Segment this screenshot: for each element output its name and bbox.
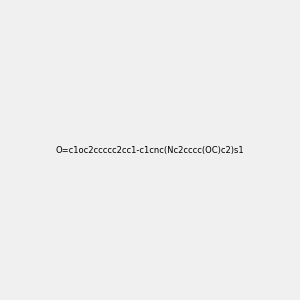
Text: O=c1oc2ccccc2cc1-c1cnc(Nc2cccc(OC)c2)s1: O=c1oc2ccccc2cc1-c1cnc(Nc2cccc(OC)c2)s1 <box>56 146 244 154</box>
